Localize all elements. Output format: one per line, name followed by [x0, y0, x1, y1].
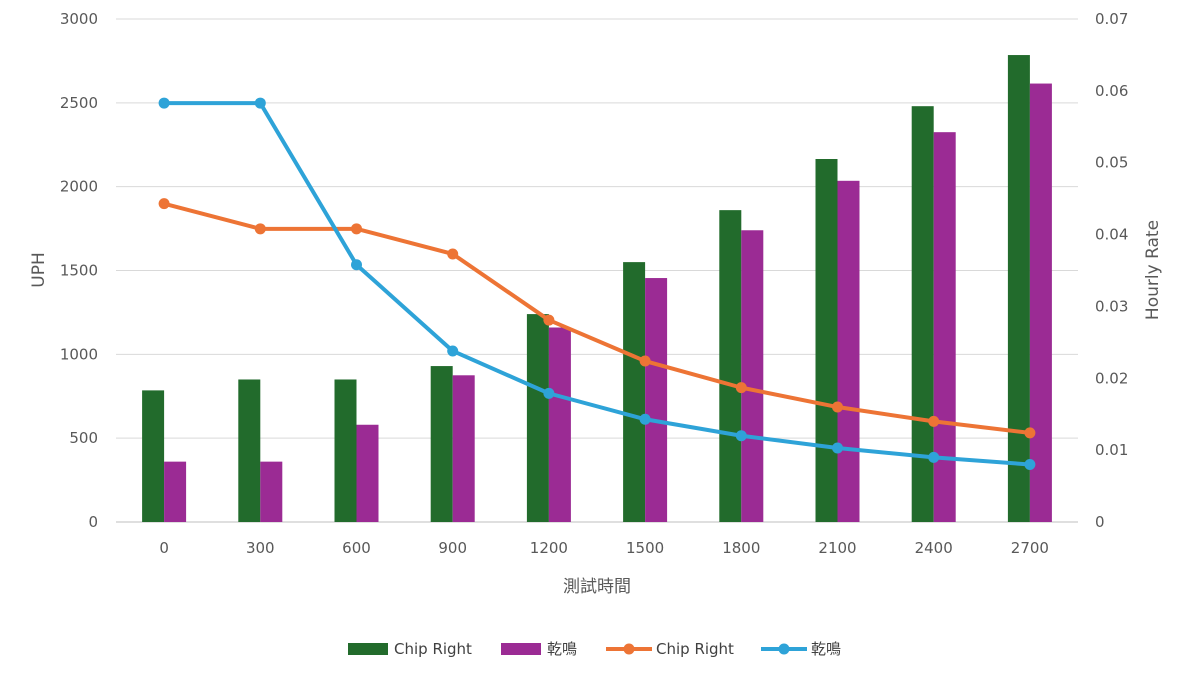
bar-qian-ming [260, 461, 283, 522]
y2-axis-ticks: 0 0.01 0.02 0.03 0.04 0.05 0.06 0.07 [1095, 10, 1128, 531]
legend-label-qian-ming: 乾鳴 [811, 640, 841, 658]
point-qian-ming [447, 345, 459, 357]
bar-chip-right [1007, 55, 1030, 522]
point-chip-right [158, 198, 170, 210]
legend-swatch-bar-qian-ming [501, 643, 541, 655]
y2-tick-label: 0.03 [1095, 297, 1128, 315]
bar-chip-right [719, 210, 742, 522]
bar-qian-ming [741, 230, 764, 522]
y-axis-ticks: 0 500 1000 1500 2000 2500 3000 [60, 10, 98, 531]
bar-chip-right [238, 379, 261, 522]
y-axis-title: UPH [29, 252, 49, 287]
point-qian-ming [158, 97, 170, 109]
bar-qian-ming [837, 180, 860, 522]
point-chip-right [1024, 427, 1036, 439]
point-chip-right [447, 248, 459, 260]
legend-swatch-marker-qian-ming [778, 643, 790, 655]
y2-tick-label: 0.02 [1095, 369, 1128, 387]
legend-label-chip-right: Chip Right [656, 640, 734, 658]
bar-qian-ming [548, 327, 571, 522]
bar-chip-right [623, 262, 646, 522]
point-qian-ming [735, 430, 747, 442]
point-chip-right [639, 355, 651, 367]
bar-qian-ming [356, 424, 379, 522]
y-tick-label: 500 [69, 429, 98, 447]
y2-tick-label: 0.04 [1095, 226, 1128, 244]
x-tick-label: 900 [438, 539, 467, 557]
y-tick-label: 1000 [60, 345, 98, 363]
bar-chip-right [815, 159, 838, 523]
point-qian-ming [928, 451, 940, 463]
point-qian-ming [254, 97, 266, 109]
x-tick-label: 1500 [626, 539, 664, 557]
y-tick-label: 1500 [60, 262, 98, 280]
y2-tick-label: 0 [1095, 513, 1105, 531]
y2-tick-label: 0.01 [1095, 441, 1128, 459]
bar-qian-ming [164, 461, 187, 522]
point-qian-ming [1024, 459, 1036, 471]
bar-series [142, 55, 1052, 523]
bar-chip-right [334, 379, 357, 522]
y-tick-label: 2000 [60, 178, 98, 196]
x-tick-label: 2400 [915, 539, 953, 557]
point-qian-ming [832, 442, 843, 454]
legend-swatch-bar-chip-right [348, 643, 388, 655]
x-tick-label: 1800 [722, 539, 760, 557]
bar-qian-ming [933, 132, 956, 523]
y-tick-label: 0 [88, 513, 98, 531]
line-chip-right [162, 201, 1032, 435]
bar-chip-right [142, 390, 165, 522]
line-qian-ming [162, 101, 1032, 467]
y-tick-label: 3000 [60, 10, 98, 28]
y2-tick-label: 0.06 [1095, 82, 1128, 100]
y2-tick-label: 0.05 [1095, 154, 1128, 172]
bar-qian-ming [1029, 83, 1052, 522]
point-chip-right [928, 415, 940, 427]
x-tick-label: 600 [342, 539, 371, 557]
legend-label-qian-ming: 乾鳴 [547, 640, 577, 658]
point-qian-ming [543, 387, 555, 399]
line-series [158, 97, 1036, 471]
legend: Chip Right 乾鳴 Chip Right 乾鳴 [348, 640, 841, 658]
y2-axis-title: Hourly Rate [1143, 220, 1163, 320]
bar-chip-right [526, 314, 549, 522]
x-axis-ticks: 0 300 600 900 1200 1500 1800 2100 2400 2700 [159, 539, 1049, 557]
bar-qian-ming [645, 278, 668, 522]
point-chip-right [543, 314, 555, 326]
bar-qian-ming [452, 375, 475, 522]
x-tick-label: 300 [246, 539, 275, 557]
x-tick-label: 1200 [530, 539, 568, 557]
point-chip-right [735, 382, 747, 394]
legend-label-chip-right: Chip Right [394, 640, 472, 658]
x-tick-label: 2100 [818, 539, 856, 557]
point-chip-right [832, 401, 843, 413]
y2-tick-label: 0.07 [1095, 10, 1128, 28]
point-qian-ming [639, 413, 651, 425]
bar-chip-right [430, 366, 453, 522]
point-qian-ming [351, 259, 362, 271]
legend-swatch-marker-chip-right [623, 643, 635, 655]
point-chip-right [254, 223, 266, 235]
x-axis-title: 測試時間 [563, 577, 631, 597]
grid-lines [116, 18, 1078, 523]
x-tick-label: 0 [159, 539, 169, 557]
y-tick-label: 2500 [60, 94, 98, 112]
point-chip-right [351, 223, 362, 235]
x-tick-label: 2700 [1011, 539, 1049, 557]
